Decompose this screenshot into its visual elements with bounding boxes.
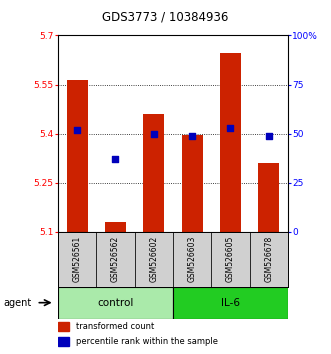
Text: transformed count: transformed count [76, 321, 155, 331]
Text: percentile rank within the sample: percentile rank within the sample [76, 337, 218, 346]
Point [266, 133, 271, 138]
Bar [58, 287, 173, 319]
Bar [250, 232, 288, 287]
Bar [143, 114, 164, 232]
Point [189, 133, 195, 138]
Bar [58, 232, 96, 287]
Bar [96, 232, 135, 287]
Text: GSM526562: GSM526562 [111, 236, 120, 282]
Bar [182, 135, 203, 232]
Point [113, 156, 118, 162]
Bar [135, 232, 173, 287]
Bar [211, 232, 250, 287]
Bar [173, 287, 288, 319]
Bar [220, 53, 241, 232]
Bar [58, 322, 70, 331]
Bar [258, 163, 279, 232]
Text: GSM526603: GSM526603 [188, 236, 197, 282]
Text: agent: agent [3, 298, 31, 308]
Bar [105, 222, 126, 232]
Text: GDS3773 / 10384936: GDS3773 / 10384936 [102, 11, 229, 24]
Point [151, 131, 157, 136]
Text: IL-6: IL-6 [221, 298, 240, 308]
Point [228, 125, 233, 131]
Bar [67, 80, 88, 232]
Text: GSM526605: GSM526605 [226, 236, 235, 282]
Text: GSM526561: GSM526561 [72, 236, 82, 282]
Text: GSM526678: GSM526678 [264, 236, 273, 282]
Text: control: control [97, 298, 134, 308]
Point [74, 127, 80, 132]
Bar [58, 337, 70, 346]
Text: GSM526602: GSM526602 [149, 236, 158, 282]
Bar [173, 232, 211, 287]
